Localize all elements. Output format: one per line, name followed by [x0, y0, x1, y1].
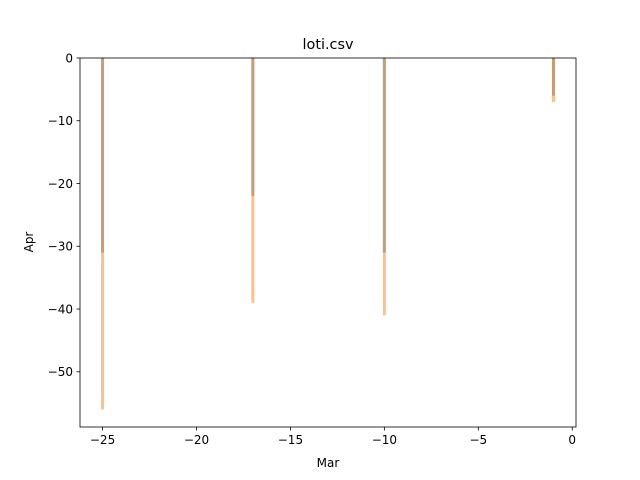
y-tick-label: −40 — [48, 302, 73, 316]
bar-series-2-1 — [101, 58, 105, 410]
x-tick-label: −25 — [90, 433, 115, 447]
bars-layer — [101, 58, 555, 410]
y-tick-label: −20 — [48, 177, 73, 191]
y-tick-label: −30 — [48, 240, 73, 254]
y-tick-label: 0 — [65, 51, 73, 65]
x-tick-label: −10 — [372, 433, 397, 447]
x-tick-label: 0 — [568, 433, 576, 447]
x-axis-ticks: −25 −20 −15 −10 −5 0 — [90, 427, 576, 447]
y-axis-ticks: 0 −10 −20 −30 −40 −50 — [48, 51, 80, 379]
chart-title: loti.csv — [303, 37, 354, 53]
plot-frame — [79, 57, 577, 428]
x-tick-label: −20 — [184, 433, 209, 447]
x-tick-label: −5 — [469, 433, 487, 447]
y-tick-label: −10 — [48, 114, 73, 128]
x-tick-label: −15 — [278, 433, 303, 447]
y-tick-label: −50 — [48, 365, 73, 379]
y-axis-label: Apr — [22, 232, 36, 253]
bar-series-2-2 — [251, 58, 255, 303]
x-axis-label: Mar — [317, 456, 340, 470]
bar-series-2-3 — [382, 58, 386, 316]
bar-series-2-4 — [551, 58, 555, 102]
